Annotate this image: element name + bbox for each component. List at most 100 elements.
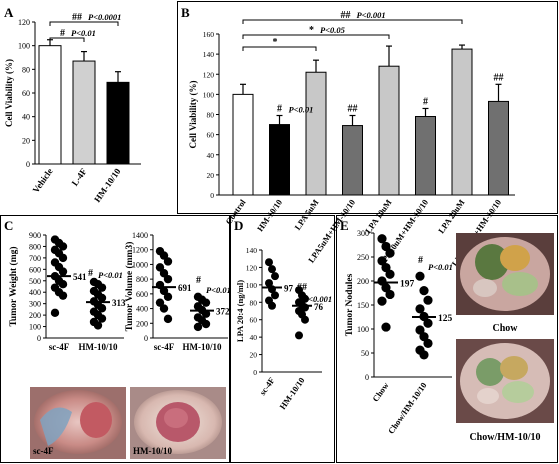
d-data-point	[268, 301, 276, 310]
e-data-point	[377, 296, 387, 306]
c1-category-label: sc-4F	[49, 342, 70, 352]
d-significance-mark: ##	[297, 282, 307, 293]
e-data-point	[423, 338, 433, 348]
c2-data-point	[193, 322, 203, 332]
b-bar	[415, 116, 436, 196]
b-y-tick-label: 60	[207, 131, 215, 140]
b-bar	[269, 124, 290, 196]
panel-d-border	[230, 215, 335, 463]
b-y-tick-label: 40	[207, 151, 215, 160]
panel-c-border	[0, 215, 230, 463]
photo-caption-hm-10-10: HM-10/10	[133, 446, 172, 456]
c2-mean-label: 372	[216, 307, 230, 317]
b-bar	[451, 48, 473, 196]
c1-y-tick-label: 100	[29, 323, 41, 332]
e-mean-label: 125	[438, 314, 453, 324]
a-bar	[106, 81, 130, 165]
d-data-point	[271, 272, 279, 281]
e-data-point	[419, 286, 429, 296]
b-comparison-bracket	[242, 46, 317, 51]
c1-data-point	[97, 314, 107, 323]
chart-e: 0 50 100 150 200 250 300 Tumor Nodules 197 Chow 12…	[345, 229, 453, 436]
e-data-point	[381, 241, 391, 252]
c1-category-label: HM-10/10	[79, 342, 118, 352]
d-y-axis-label: LPA 20:4 (ng/ml)	[235, 280, 245, 342]
c2-y-tick-label: 800	[136, 275, 148, 284]
c1-data-point	[58, 253, 68, 263]
e-data-point	[419, 332, 429, 342]
c2-y-tick-label: 600	[136, 290, 148, 299]
e-data-point	[381, 322, 391, 332]
panel-label-e: E	[340, 218, 349, 233]
d-data-point	[301, 294, 309, 303]
b-significance-mark: ##	[494, 72, 504, 83]
photo-caption-chow: Chow	[492, 323, 518, 334]
e-data-point	[415, 325, 425, 335]
c2-data-point	[155, 298, 165, 307]
b-y-tick-label: 140	[203, 50, 215, 59]
c2-data-point	[159, 251, 169, 260]
c2-y-tick-label: 1400	[132, 231, 148, 240]
photo-chow	[456, 233, 554, 315]
a-y-tick-label: 40	[22, 113, 30, 122]
c2-data-point	[163, 314, 173, 324]
b-comparison-bracket	[242, 34, 390, 39]
a-y-tick-label: 120	[18, 18, 30, 27]
e-category-label: Chow/HM-10/10	[386, 380, 429, 435]
d-category-label: sc-4F	[257, 375, 276, 397]
b-category-label: LPA 20uM	[436, 197, 467, 235]
e-category-label: Chow	[370, 380, 391, 404]
e-data-point	[381, 262, 391, 273]
c2-category-label: sc-4F	[154, 342, 175, 352]
b-comparison-mark: *	[273, 37, 278, 48]
c1-data-point	[93, 321, 103, 330]
c2-significance-mark: #	[196, 275, 201, 286]
b-bar	[488, 100, 509, 196]
d-y-tick-label: 60	[250, 316, 258, 325]
b-bar	[305, 71, 327, 196]
panel-label-d: D	[234, 218, 243, 233]
c1-data-point	[97, 283, 107, 292]
d-data-point	[301, 315, 309, 324]
c1-data-point	[50, 308, 60, 318]
b-significance-mark: #	[423, 96, 428, 107]
b-bar	[342, 125, 363, 196]
c2-data-point	[201, 319, 211, 329]
e-y-tick-label: 0	[365, 373, 369, 382]
d-y-tick-label: 40	[250, 333, 258, 342]
b-comparison-mark: *	[309, 25, 314, 36]
panel-label-b: B	[181, 5, 190, 20]
c2-y-axis-label: Tumor Volume (mm3)	[124, 242, 135, 332]
panel-e-border	[336, 215, 558, 463]
c1-significance-mark: #	[88, 268, 93, 279]
a-y-tick-label: 100	[18, 42, 30, 51]
e-data-point	[377, 256, 387, 266]
c2-y-tick-label: 1200	[132, 246, 148, 255]
b-comparison-p-value: P<0.001	[357, 10, 386, 20]
a-y-tick-label: 20	[22, 136, 30, 145]
photo-hm-10-10: HM-10/10	[130, 387, 226, 459]
e-data-point	[385, 269, 395, 279]
e-y-tick-label: 100	[357, 325, 369, 334]
b-comparison-p-value: P<0.05	[320, 25, 346, 35]
d-y-tick-label: 0	[253, 368, 257, 377]
e-y-tick-label: 300	[357, 229, 369, 238]
c1-y-tick-label: 400	[29, 288, 41, 297]
c2-data-point	[159, 286, 169, 296]
b-category-label: LPA 5uM	[292, 197, 320, 231]
c1-mean-label: 313	[112, 298, 126, 308]
e-data-point	[423, 318, 433, 328]
photo-caption-sc-4f: sc-4F	[33, 446, 54, 456]
c2-data-point	[159, 269, 169, 278]
d-data-point	[265, 258, 273, 267]
d-data-point	[295, 331, 303, 340]
c1-data-point	[97, 304, 107, 313]
c2-data-point	[159, 304, 169, 313]
d-mean-label: 97	[284, 283, 294, 293]
c1-mean-label: 541	[73, 272, 87, 282]
b-y-tick-label: 20	[207, 171, 215, 180]
a-category-label: L-4F	[70, 166, 89, 188]
a-y-tick-label: 0	[26, 160, 30, 169]
c2-data-point	[163, 274, 173, 284]
c1-data-point	[58, 291, 68, 300]
